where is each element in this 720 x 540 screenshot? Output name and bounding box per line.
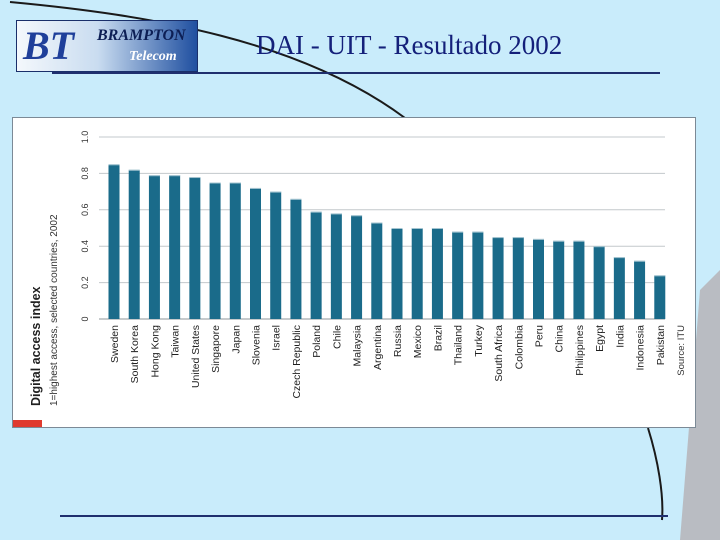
x-category-label: Indonesia [635,325,647,371]
x-category-label: Philippines [574,325,586,376]
x-category-label: Mexico [412,325,424,358]
bar [128,169,140,319]
bar [330,213,342,319]
dai-bar-chart: 0 0.2 0.4 0.6 0.8 1.0 Sweden South Korea Hong Ko… [13,131,687,427]
bar [351,215,363,319]
chart-source-note: Source: ITU [676,325,687,376]
y-tick-label: 1.0 [80,131,90,144]
logo-company-name: BRAMPTON [97,27,186,44]
logo-company-subname: Telecom [129,49,177,64]
x-category-label: Pakistan [655,325,667,365]
y-tick-label: 0.8 [80,167,90,180]
x-category-label: Chile [331,325,343,349]
bar [290,198,302,319]
bar [634,260,646,319]
x-category-label: Sweden [109,325,121,363]
bar [371,222,383,319]
bar [411,228,423,319]
y-tick-label: 0.2 [80,276,90,289]
y-tick-label: 0 [80,316,90,321]
x-category-label: Hong Kong [149,325,161,378]
x-category-label: China [554,325,566,353]
x-category-label: Colombia [513,325,525,370]
y-tick-label: 0.6 [80,204,90,217]
x-category-label: South Korea [129,325,141,384]
bar [452,231,464,319]
brampton-telecom-logo: BT BRAMPTON Telecom [16,20,198,72]
red-accent-block [13,420,42,427]
bar [654,275,666,319]
x-category-label: Thailand [453,325,465,365]
logo-mark: BT [23,23,75,68]
chart-panel: 0 0.2 0.4 0.6 0.8 1.0 Sweden South Korea Hong Ko… [12,117,696,428]
x-category-label: Brazil [432,325,444,351]
x-category-label: Taiwan [170,325,182,358]
y-axis-subtitle: 1=highest access, selected countries, 20… [49,214,60,406]
bar [573,240,585,319]
bar [270,191,282,319]
bar [553,240,565,319]
bar [189,177,201,319]
x-category-label: Singapore [210,325,222,373]
bar [593,246,605,319]
x-category-label: South Africa [493,325,505,382]
x-category-label: Japan [230,325,242,354]
bar [169,175,181,319]
bar [512,237,524,319]
x-category-label: Turkey [473,324,485,356]
y-tick-label: 0.4 [80,240,90,253]
bar [431,228,443,319]
x-category-label: Poland [311,325,323,358]
bar [391,228,403,319]
bar [472,231,484,319]
bar [310,211,322,319]
slide-title: DAI - UIT - Resultado 2002 [256,30,563,60]
bar [209,182,221,319]
x-category-label: Israel [271,325,283,351]
x-category-label: Egypt [594,325,606,352]
bar [229,182,241,319]
bar [533,238,544,319]
bar [492,237,504,319]
bar [148,175,160,319]
y-axis-title: Digital access index [29,286,43,406]
x-category-label: Russia [392,325,404,357]
x-category-label: Argentina [372,325,384,370]
x-category-label: India [614,325,626,348]
x-category-label: Peru [534,325,546,347]
x-category-label: Malaysia [352,325,364,367]
x-category-label: Slovenia [251,325,263,365]
bar [250,187,261,319]
bar [108,164,120,319]
x-category-label: United States [190,325,202,388]
bar [613,257,625,319]
x-category-label: Czech Republic [291,325,303,399]
